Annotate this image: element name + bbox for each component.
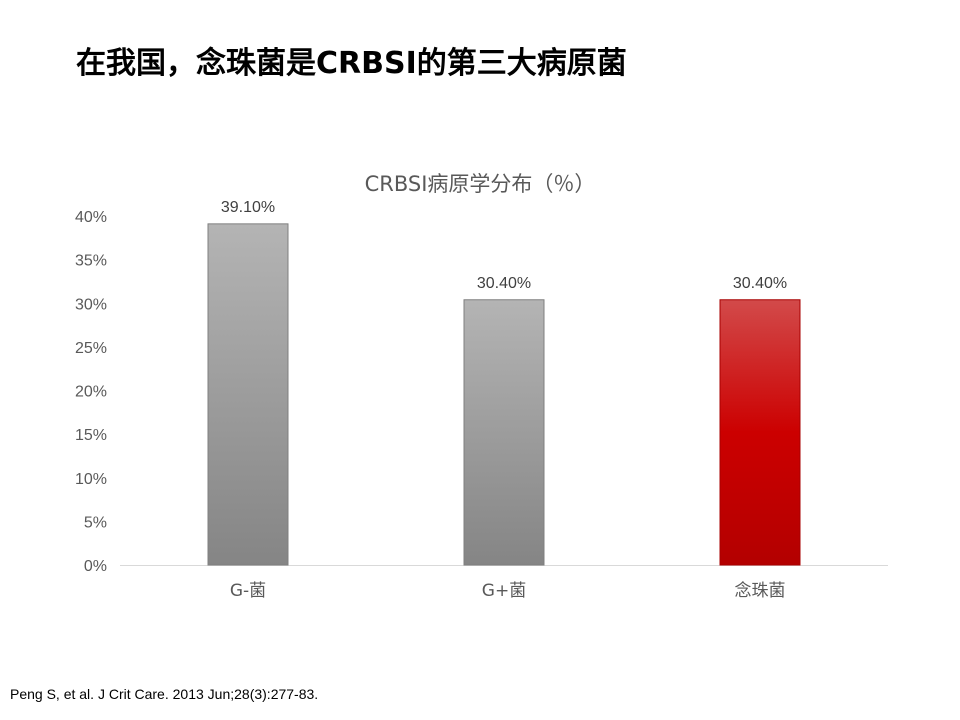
y-tick-label: 0% (84, 558, 107, 575)
y-tick-label: 30% (75, 296, 107, 313)
y-axis-ticks: 0% 5% 10% 15% 20% 25% 30% 35% 40% (75, 209, 107, 575)
bars (207, 223, 801, 566)
x-axis-labels: G-菌 G+菌 念珠菌 (230, 580, 786, 601)
y-tick-label: 10% (75, 471, 107, 488)
value-labels: 39.10% 30.40% 30.40% (221, 199, 787, 292)
x-category-label: G+菌 (482, 581, 526, 601)
y-tick-label: 5% (84, 514, 107, 531)
bar-value-label: 39.10% (221, 199, 275, 216)
bar-value-label: 30.40% (477, 275, 531, 292)
bar-1 (207, 223, 289, 566)
y-tick-label: 15% (75, 427, 107, 444)
chart-title: CRBSI病原学分布（％） (364, 172, 596, 196)
x-category-label: 念珠菌 (735, 580, 786, 601)
citation: Peng S, et al. J Crit Care. 2013 Jun;28(… (10, 686, 319, 702)
y-tick-label: 25% (75, 340, 107, 357)
y-tick-label: 40% (75, 209, 107, 226)
bar-value-label: 30.40% (733, 275, 787, 292)
y-tick-label: 20% (75, 384, 107, 401)
y-tick-label: 35% (75, 253, 107, 270)
bar-2 (463, 299, 545, 566)
bar-3 (719, 299, 801, 566)
slide-title: 在我国，念珠菌是CRBSI的第三大病原菌 (76, 46, 627, 81)
x-category-label: G-菌 (230, 581, 266, 601)
